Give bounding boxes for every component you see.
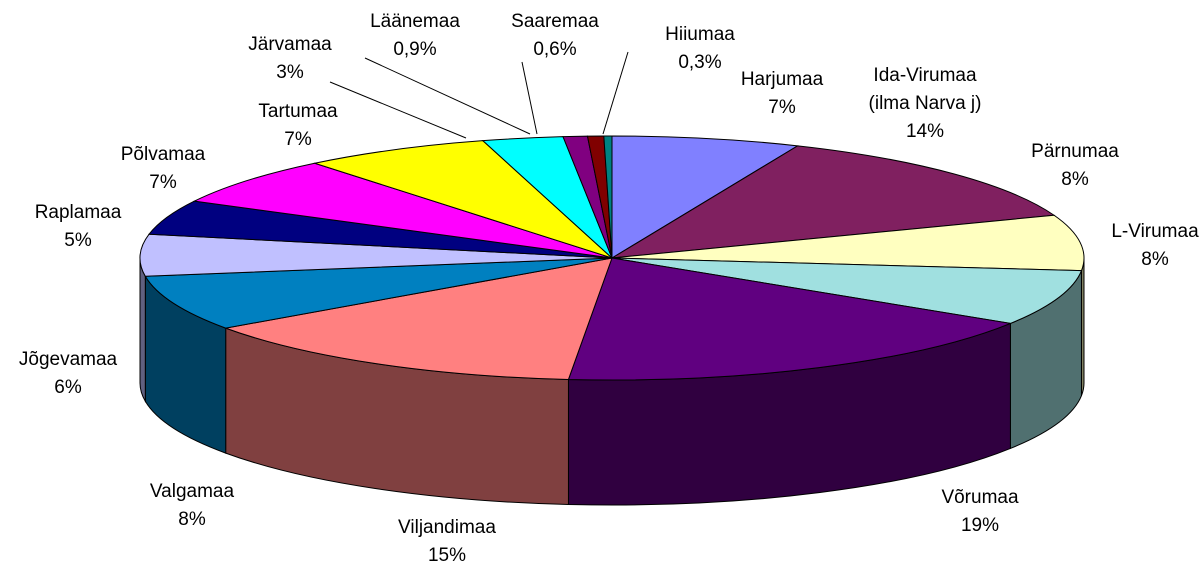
leader-line (602, 51, 629, 135)
pie-slice (223, 257, 613, 380)
leader-line (364, 57, 531, 135)
slice-label: Tartumaa 7% (258, 98, 337, 154)
pie-wall (139, 257, 146, 404)
pie-slice (312, 140, 613, 259)
leader-line (329, 81, 467, 139)
value-label: 0,6% (533, 39, 577, 60)
category-label: L-Virumaa (1111, 221, 1199, 242)
slice-label: Jõgevamaa 6% (19, 346, 117, 402)
category-label: Ida-Virumaa (ilma Narva j) (868, 65, 982, 114)
value-label: 5% (64, 230, 92, 251)
category-label: Pärnumaa (1031, 141, 1119, 162)
category-label: Tartumaa (258, 101, 338, 122)
pie-slice (192, 162, 613, 259)
slice-label: Põlvamaa 7% (121, 141, 206, 197)
category-label: Läänemaa (370, 11, 460, 32)
category-label: Raplamaa (34, 202, 122, 223)
category-label: Hiiumaa (665, 24, 735, 45)
pie-walls (139, 257, 1085, 506)
pie-slice (611, 145, 1056, 259)
slice-label: Raplamaa 5% (35, 199, 122, 255)
value-label: 0,9% (393, 39, 437, 60)
category-label: Harjumaa (740, 69, 824, 90)
value-label: 19% (960, 515, 1000, 536)
value-label: 15% (427, 545, 467, 566)
value-label: 8% (178, 509, 206, 530)
category-label: Valgamaa (149, 481, 235, 502)
slice-label: Harjumaa 7% (741, 66, 823, 122)
value-label: 6% (54, 377, 82, 398)
slice-label: Ida-Virumaa (ilma Narva j) 14% (858, 62, 993, 146)
value-label: 7% (768, 97, 796, 118)
value-label: 14% (905, 121, 945, 142)
slice-label: Võrumaa 19% (941, 484, 1018, 540)
pie-slice (611, 257, 1083, 324)
pie-slice (144, 257, 613, 329)
category-label: Põlvamaa (120, 144, 206, 165)
slice-label: Valgamaa 8% (150, 478, 234, 534)
pie-slice (611, 214, 1085, 272)
slice-label: Läänemaa 0,9% (370, 8, 460, 64)
pie-slice (567, 257, 1013, 381)
category-label: Jõgevamaa (18, 349, 118, 370)
value-label: 8% (1061, 169, 1089, 190)
pie-slice (603, 135, 613, 259)
category-label: Viljandimaa (398, 517, 496, 538)
slice-label: Saaremaa 0,6% (511, 8, 599, 64)
category-label: Järvamaa (248, 34, 332, 55)
slice-label: Pärnumaa 8% (1031, 138, 1119, 194)
slice-label: Hiiumaa 0,3% (665, 21, 735, 77)
slice-label: Järvamaa 3% (248, 31, 331, 87)
pie-slice (139, 233, 613, 277)
value-label: 0,3% (678, 52, 722, 73)
slice-label: L-Virumaa 8% (1111, 218, 1198, 274)
value-label: 3% (276, 62, 304, 83)
value-label: 7% (284, 129, 312, 150)
slice-label: Viljandimaa 15% (398, 514, 496, 570)
leader-lines (329, 51, 629, 139)
pie-tops (139, 135, 1085, 381)
value-label: 7% (149, 172, 177, 193)
pie-slice (611, 135, 800, 259)
leader-line (521, 61, 538, 135)
value-label: 8% (1141, 249, 1169, 270)
category-label: Saaremaa (511, 11, 599, 32)
category-label: Võrumaa (941, 487, 1019, 508)
